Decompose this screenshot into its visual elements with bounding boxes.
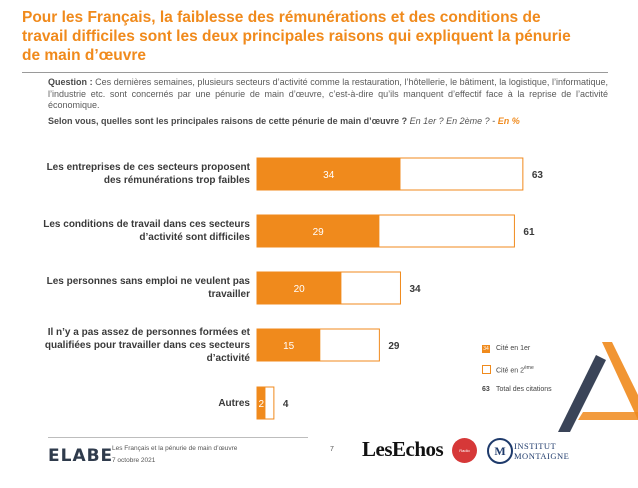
category-label-line: Autres — [218, 397, 250, 409]
institut-montaigne-line2: MONTAIGNE — [514, 451, 570, 461]
bar-first-4 — [257, 387, 266, 419]
sub-question-text: Selon vous, quelles sont les principales… — [48, 116, 408, 126]
bar-first-0 — [257, 158, 401, 190]
question-text: Ces dernières semaines, plusieurs secteu… — [48, 77, 608, 110]
radio-classique-logo: Radio Classique — [452, 438, 477, 478]
data-label-first-1: 29 — [313, 227, 325, 238]
bar-first-3 — [257, 329, 321, 361]
legend-swatch-outline — [482, 365, 491, 374]
category-label-line: travailler — [208, 289, 250, 300]
category-label-line: Les entreprises de ces secteurs proposen… — [46, 162, 250, 173]
data-label-first-3: 15 — [283, 341, 295, 352]
data-label-total-0: 63 — [532, 170, 544, 181]
category-label-line: Les conditions de travail dans ces secte… — [43, 219, 250, 230]
category-label-3: Il n’y a pas assez de personnes formées … — [40, 326, 250, 365]
category-label-line: Il n’y a pas assez de personnes formées … — [47, 326, 250, 338]
legend-label-second: Cité en 2ème — [496, 365, 534, 375]
data-label-total-4: 4 — [283, 399, 289, 410]
category-label-0: Les entreprises de ces secteurs proposen… — [40, 161, 250, 187]
sub-question-unit: En % — [497, 116, 520, 126]
category-label-2: Les personnes sans emploi ne veulent pas… — [40, 275, 250, 301]
legend-swatch-filled: 34 — [482, 345, 490, 353]
data-label-first-0: 34 — [323, 170, 335, 181]
data-label-total-3: 29 — [388, 341, 400, 352]
data-label-total-2: 34 — [409, 284, 421, 295]
data-label-total-1: 61 — [523, 227, 535, 238]
institut-montaigne-mark: M — [487, 438, 513, 464]
category-label-4: Autres — [40, 397, 250, 410]
data-label-first-4: 2 — [258, 399, 264, 410]
category-label-line: des rémunérations trop faibles — [103, 175, 250, 186]
page-title: Pour les Français, la faiblesse des rému… — [22, 9, 571, 64]
elabe-logo: ELABE — [48, 446, 114, 466]
legend-total-number: 63 — [482, 386, 490, 393]
institut-montaigne-line1: INSTITUT — [514, 441, 557, 451]
legend-label-total: Total des citations — [496, 386, 552, 393]
bar-first-1 — [257, 215, 380, 247]
footer-date: 7 octobre 2021 — [112, 457, 156, 464]
title-divider — [22, 72, 608, 73]
category-label-line: Les personnes sans emploi ne veulent pas — [46, 276, 250, 287]
footer-study-title: Les Français et la pénurie de main d’œuv… — [112, 445, 238, 452]
category-label-line: qualifiées pour travailler dans ces sect… — [44, 339, 250, 351]
category-label-1: Les conditions de travail dans ces secte… — [40, 218, 250, 244]
les-echos-logo: LesEchos — [362, 437, 444, 461]
bar-first-2 — [257, 272, 342, 304]
sub-question-italic: En 1er ? En 2ème ? - — [409, 116, 496, 126]
question-label: Question : — [48, 77, 93, 87]
legend-label-first: Cité en 1er — [496, 345, 531, 352]
footer-divider — [48, 437, 308, 438]
category-label-line: d’activité sont difficiles — [139, 232, 250, 243]
sub-question: Selon vous, quelles sont les principales… — [48, 116, 608, 126]
data-label-first-2: 20 — [294, 284, 306, 295]
institut-montaigne-logo: INSTITUT MONTAIGNE — [514, 441, 569, 461]
category-label-line: d’activité — [206, 352, 250, 364]
page-number: 7 — [330, 446, 334, 453]
question-block: Question : Ces dernières semaines, plusi… — [48, 77, 608, 112]
bar-chart: 34 63 29 61 20 34 15 29 2 4 — [256, 157, 544, 420]
